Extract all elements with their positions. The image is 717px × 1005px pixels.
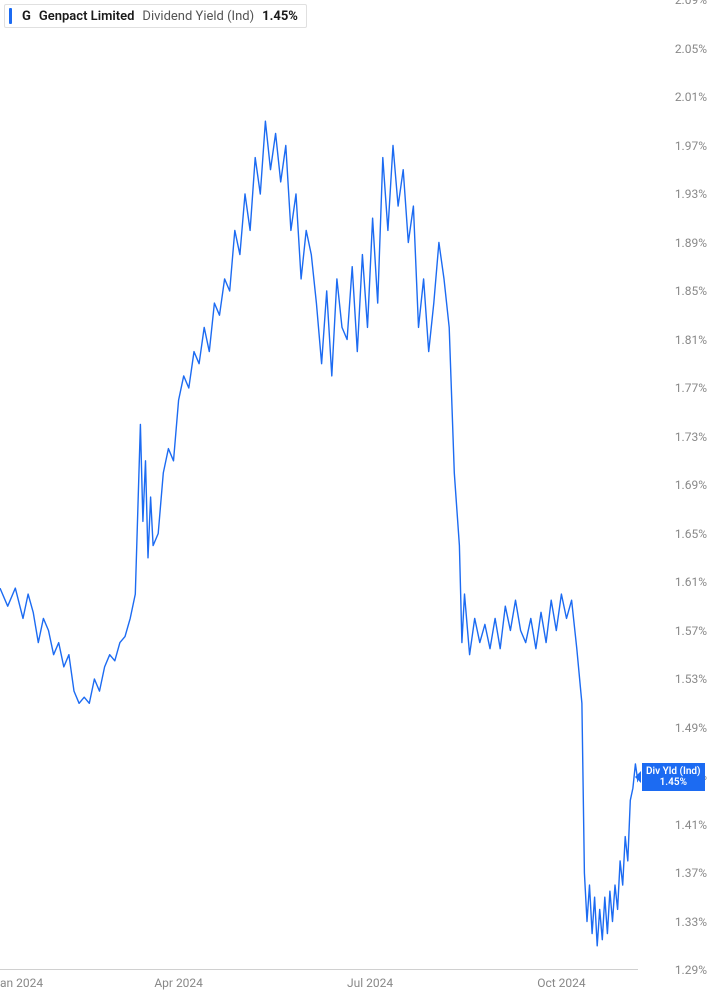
y-tick-label: 1.97% — [675, 139, 707, 153]
flag-label: Div Yld (Ind) — [646, 766, 701, 777]
y-tick-label: 1.81% — [675, 333, 707, 347]
y-axis-labels: 2.09% 2.05% 2.01% 1.97% 1.93% 1.89% 1.85% 1.81%… — [639, 0, 717, 970]
y-tick-label: 2.09% — [675, 0, 707, 7]
y-tick-label: 1.65% — [675, 527, 707, 541]
y-tick-label: 1.77% — [675, 381, 707, 395]
x-tick-label: an 2024 — [0, 976, 43, 990]
x-tick-label: Apr 2024 — [154, 976, 203, 990]
y-tick-label: 1.69% — [675, 478, 707, 492]
y-tick-label: 1.37% — [675, 866, 707, 880]
x-tick-label: Oct 2024 — [537, 976, 585, 990]
y-tick-label: 2.05% — [675, 42, 707, 56]
y-tick-label: 1.33% — [675, 915, 707, 929]
y-tick-label: 1.53% — [675, 672, 707, 686]
flag-value: 1.45% — [660, 777, 687, 788]
y-tick-label: 1.93% — [675, 187, 707, 201]
current-value-flag: Div Yld (Ind) 1.45% — [642, 763, 705, 791]
series-line — [0, 121, 638, 946]
y-tick-label: 1.29% — [675, 963, 707, 977]
y-tick-label: 1.57% — [675, 624, 707, 638]
y-tick-label: 1.49% — [675, 721, 707, 735]
line-chart — [0, 0, 638, 970]
y-tick-label: 1.41% — [675, 818, 707, 832]
y-tick-label: 1.73% — [675, 430, 707, 444]
y-tick-label: 1.61% — [675, 575, 707, 589]
y-tick-label: 1.85% — [675, 284, 707, 298]
y-tick-label: 2.01% — [675, 90, 707, 104]
x-tick-label: Jul 2024 — [347, 976, 393, 990]
y-tick-label: 1.89% — [675, 236, 707, 250]
x-axis-labels: an 2024 Apr 2024 Jul 2024 Oct 2024 — [0, 969, 638, 1005]
